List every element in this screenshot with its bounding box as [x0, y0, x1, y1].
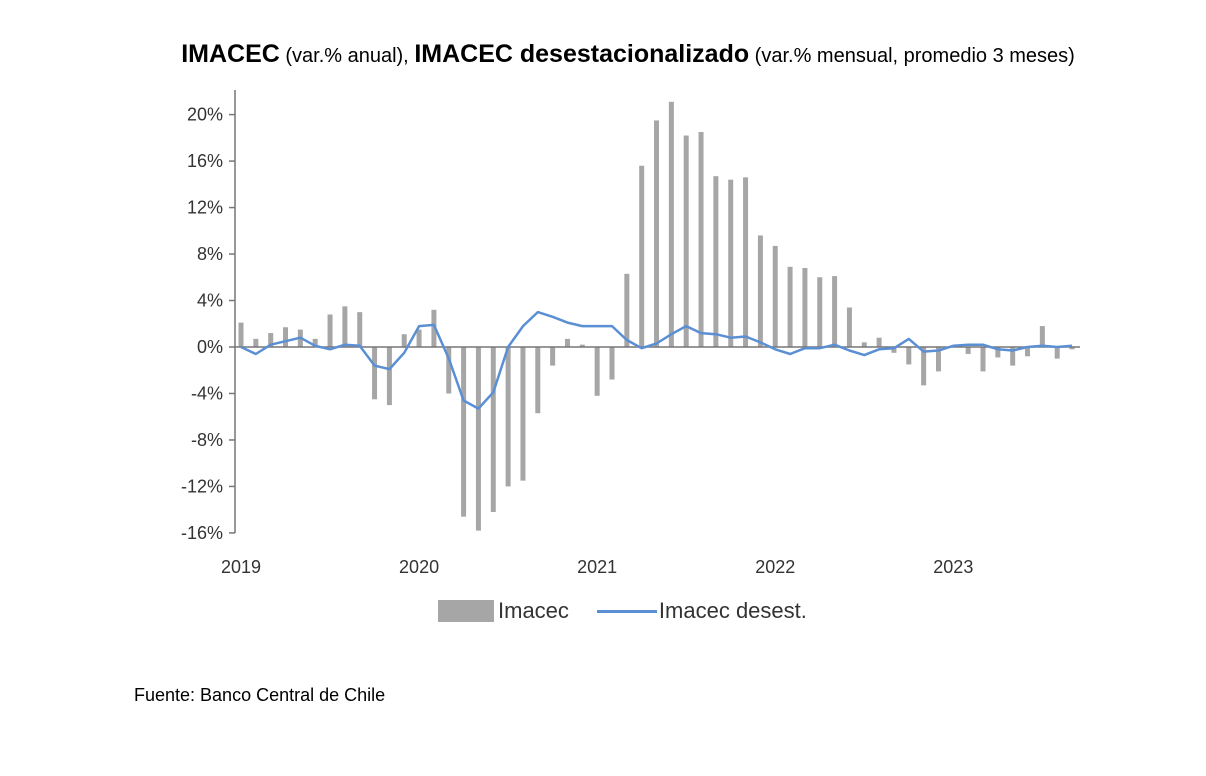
title-part: (var.% mensual, promedio 3 meses) — [749, 45, 1075, 67]
title-part: IMACEC — [181, 40, 280, 68]
bar — [921, 347, 927, 386]
bar — [1039, 326, 1045, 347]
x-tick-label: 2020 — [399, 557, 439, 577]
legend: Imacec Imacec desest. — [438, 598, 807, 624]
bar — [683, 135, 689, 347]
y-tick-label: 0% — [197, 337, 223, 357]
bar — [846, 307, 852, 347]
legend-label-imacec: Imacec — [498, 598, 569, 623]
bar — [461, 347, 467, 517]
bar — [743, 177, 749, 347]
title-part: IMACEC desestacionalizado — [414, 40, 750, 68]
bar — [1010, 347, 1016, 366]
bar — [268, 333, 274, 347]
x-tick-label: 2022 — [755, 557, 795, 577]
y-tick-label: -8% — [191, 430, 223, 450]
bar — [312, 338, 318, 347]
legend-label-desest: Imacec desest. — [658, 598, 807, 623]
bar — [594, 347, 600, 396]
bar — [698, 132, 704, 347]
bar — [416, 329, 422, 347]
bar — [876, 337, 882, 347]
y-tick-label: 12% — [187, 198, 223, 218]
bar — [861, 342, 867, 347]
bar — [446, 347, 452, 394]
bar — [253, 338, 259, 347]
y-tick-label: -12% — [181, 476, 223, 496]
bar — [609, 347, 615, 380]
bar — [891, 347, 897, 353]
y-tick-label: -4% — [191, 383, 223, 403]
bar — [654, 120, 660, 347]
bar — [728, 179, 734, 347]
bar — [579, 344, 585, 347]
bar — [980, 347, 986, 372]
bar — [1054, 347, 1060, 359]
bar — [787, 266, 793, 347]
bar — [906, 347, 912, 365]
bar — [1069, 347, 1075, 350]
bar — [475, 347, 481, 531]
bar — [505, 347, 511, 487]
bar — [935, 347, 941, 372]
bar — [550, 347, 556, 366]
bar — [772, 245, 778, 347]
y-tick-label: 8% — [197, 244, 223, 264]
title-part: (var.% anual), — [279, 45, 415, 67]
y-tick-label: 4% — [197, 291, 223, 311]
y-tick-label: 20% — [187, 105, 223, 125]
bar — [564, 338, 570, 347]
bar — [624, 273, 630, 347]
bar — [490, 347, 496, 513]
x-tick-label: 2023 — [933, 557, 973, 577]
x-tick-label: 2021 — [577, 557, 617, 577]
bar — [802, 267, 808, 347]
bar — [1025, 347, 1031, 357]
bar — [535, 347, 541, 414]
bar — [372, 347, 378, 400]
y-tick-label: -16% — [181, 523, 223, 543]
bar — [713, 176, 719, 347]
bar — [520, 347, 526, 481]
bar — [965, 347, 971, 354]
bar — [995, 347, 1001, 358]
bar — [283, 327, 289, 347]
bar — [357, 312, 363, 347]
source-note: Fuente: Banco Central de Chile — [134, 685, 386, 705]
bar — [401, 334, 407, 347]
bar — [327, 314, 333, 347]
bar — [639, 165, 645, 347]
chart-title: IMACEC (var.% anual), IMACEC desestacion… — [0, 40, 1206, 69]
bar — [832, 276, 838, 347]
y-tick-label: 16% — [187, 151, 223, 171]
legend-swatch-bar — [438, 600, 494, 622]
bar — [817, 277, 823, 347]
legend-swatch-line — [596, 609, 657, 613]
bar — [238, 322, 244, 347]
x-tick-label: 2019 — [221, 557, 261, 577]
bar — [386, 347, 392, 406]
bar — [342, 306, 348, 347]
bar — [757, 235, 763, 347]
bar — [431, 309, 437, 347]
bar — [668, 101, 674, 348]
